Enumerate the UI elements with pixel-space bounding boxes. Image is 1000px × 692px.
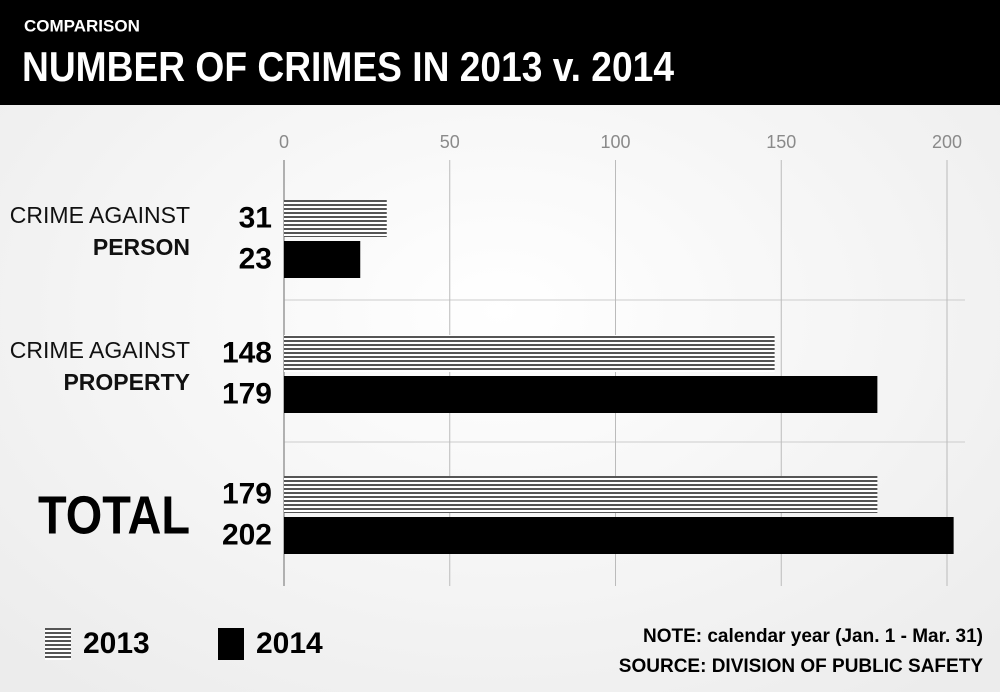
note: SOURCE: DIVISION OF PUBLIC SAFETY	[619, 656, 984, 677]
x-tick-label: 50	[440, 132, 460, 152]
x-tick-label: 200	[932, 132, 962, 152]
chart-subtitle: COMPARISON	[24, 16, 140, 35]
category-label: PERSON	[93, 234, 190, 260]
value-label: 31	[239, 201, 272, 234]
legend-label: 2013	[83, 627, 150, 660]
category-label: TOTAL	[38, 485, 190, 545]
note: NOTE: calendar year (Jan. 1 - Mar. 31)	[643, 626, 983, 647]
value-label: 179	[222, 477, 272, 510]
category-label: CRIME AGAINST	[10, 337, 190, 363]
category-label: CRIME AGAINST	[10, 202, 190, 228]
value-label: 23	[239, 242, 272, 275]
x-tick-label: 150	[766, 132, 796, 152]
legend-swatch	[218, 628, 244, 660]
legend-label: 2014	[256, 627, 323, 660]
value-label: 179	[222, 377, 272, 410]
bar	[284, 335, 775, 372]
header-band	[0, 0, 1000, 105]
bar	[284, 476, 878, 513]
x-tick-label: 100	[600, 132, 630, 152]
x-tick-label: 0	[279, 132, 289, 152]
value-label: 202	[222, 518, 272, 551]
category-label: PROPERTY	[63, 369, 190, 395]
bar	[284, 241, 361, 278]
bar	[284, 200, 387, 237]
bar	[284, 517, 954, 554]
chart-title: NUMBER OF CRIMES IN 2013 v. 2014	[22, 43, 675, 90]
bar	[284, 376, 878, 413]
legend-swatch	[45, 628, 71, 660]
value-label: 148	[222, 336, 272, 369]
